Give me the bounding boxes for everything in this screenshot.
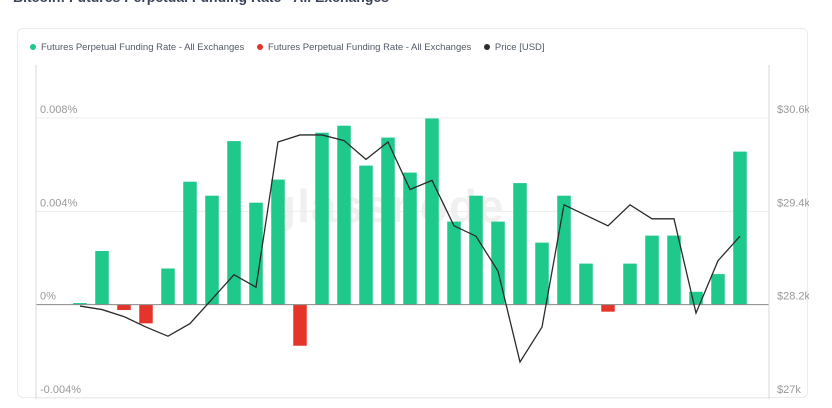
svg-text:$27k: $27k [777, 384, 801, 396]
svg-text:0.008%: 0.008% [40, 104, 78, 116]
svg-text:0.004%: 0.004% [40, 197, 78, 209]
svg-text:0%: 0% [40, 291, 56, 303]
svg-text:$28.2k: $28.2k [777, 291, 809, 303]
svg-text:$29.4k: $29.4k [777, 197, 809, 209]
svg-text:-0.004%: -0.004% [40, 384, 81, 396]
svg-text:$30.6k: $30.6k [777, 104, 809, 116]
